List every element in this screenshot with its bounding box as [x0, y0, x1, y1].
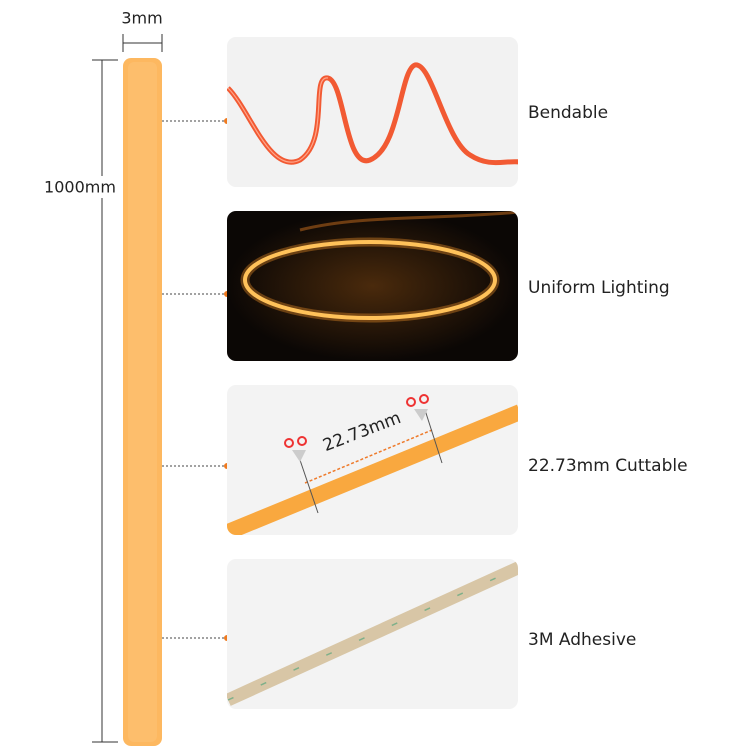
feature-label: 22.73mm Cuttable [528, 456, 688, 476]
width-label: 3mm [121, 9, 162, 28]
strip-highlight [128, 62, 157, 742]
cuttable-image [227, 385, 518, 535]
feature-label: 3M Adhesive [528, 630, 636, 650]
length-label-bg [40, 176, 118, 198]
length-label: 1000mm [44, 178, 116, 197]
width-dimension [122, 34, 163, 52]
lighting-image [227, 211, 518, 361]
bendable-image [227, 37, 518, 187]
leader-lines [162, 120, 226, 639]
length-dimension [92, 59, 118, 743]
adhesive-image [227, 559, 518, 709]
feature-label: Bendable [528, 103, 608, 123]
feature-label: Uniform Lighting [528, 278, 670, 298]
